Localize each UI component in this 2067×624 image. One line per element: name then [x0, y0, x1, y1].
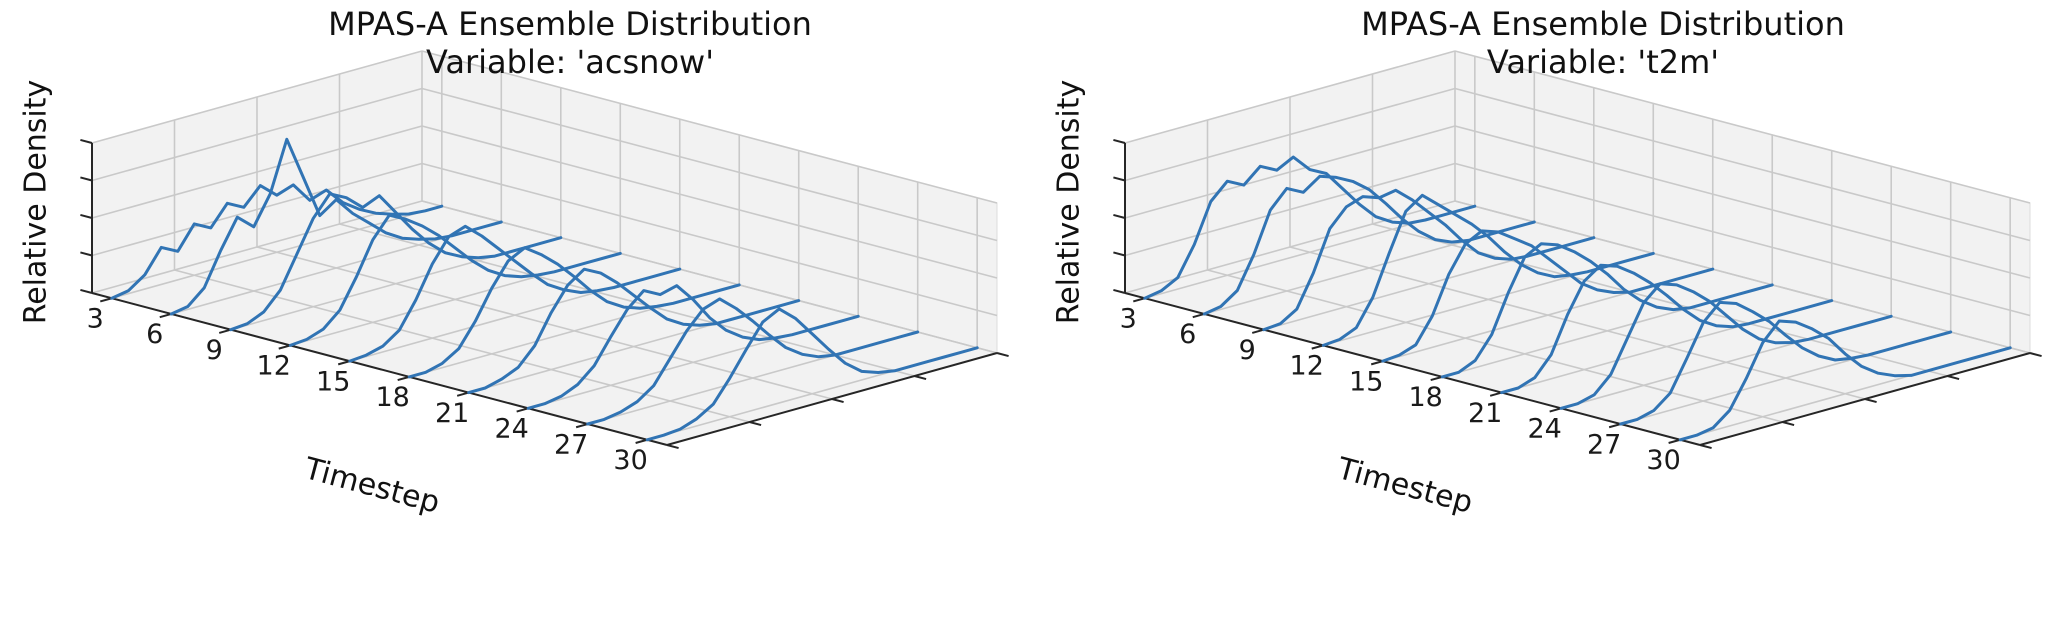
x-tick-label: 18: [376, 382, 410, 413]
x-tick-label: 21: [1468, 398, 1502, 429]
density-curve-t15: [348, 224, 682, 363]
x-tick-label: 30: [613, 445, 647, 476]
x-tick-label: 6: [146, 319, 163, 350]
plot-canvas-acsnow: 3 6 9 12 15 18 21 24 27 30: [80, 50, 1009, 476]
density-curve-t21: [1500, 263, 1834, 395]
chart-subtitle: Variable: 't2m': [1486, 42, 1720, 81]
chart-title: MPAS-A Ensemble Distribution Variable: '…: [110, 5, 1030, 82]
density-curve-t3: [110, 183, 444, 300]
density-curve-t3: [1143, 155, 1477, 300]
panel-acsnow: 3 6 9 12 15 18 21 24 27 30 MPAS-A Ensemble Distri…: [0, 0, 1033, 624]
density-curve-t24: [526, 284, 860, 410]
chart-subtitle: Variable: 'acsnow': [425, 42, 714, 81]
x-tick-label: 27: [554, 429, 588, 460]
x-tick-label: 9: [206, 335, 223, 366]
density-curve-t27: [1619, 300, 1953, 426]
x-tick-label: 24: [494, 414, 528, 445]
density-curve-t30: [1678, 319, 2012, 442]
x-tick-label: 21: [435, 398, 469, 429]
panel-t2m: 3 6 9 12 15 18 21 24 27 30 MPAS-A Ensemble Distri…: [1033, 0, 2066, 624]
x-tick-label: 15: [316, 366, 350, 397]
x-tick-label: 18: [1409, 382, 1443, 413]
density-curve-t24: [1559, 282, 1893, 410]
density-curve-t6: [169, 137, 503, 316]
x-tick-label: 12: [1290, 351, 1324, 382]
x-tick-label: 15: [1349, 366, 1383, 397]
x-tick-label: 3: [87, 303, 104, 334]
density-curve-t6: [1202, 174, 1536, 316]
x-tick-label: 27: [1587, 429, 1621, 460]
z-axis-label: Relative Density: [1051, 79, 1087, 325]
x-tick-label: 9: [1239, 335, 1256, 366]
x-tick-label: 12: [257, 351, 291, 382]
density-curve-t30: [645, 307, 979, 442]
z-axis-label: Relative Density: [18, 79, 54, 325]
plot-canvas-t2m: 3 6 9 12 15 18 21 24 27 30: [1113, 50, 2042, 476]
x-tick-label: 6: [1179, 319, 1196, 350]
chart-title: MPAS-A Ensemble Distribution Variable: '…: [1143, 5, 2063, 82]
x-tick-label: 24: [1527, 414, 1561, 445]
density-curve-t18: [1440, 242, 1774, 379]
density-curve-t27: [586, 297, 920, 426]
chart-title-line1: MPAS-A Ensemble Distribution: [1361, 5, 1845, 43]
chart-title-line1: MPAS-A Ensemble Distribution: [328, 5, 812, 43]
x-tick-label: 30: [1646, 445, 1680, 476]
x-tick-label: 3: [1120, 303, 1137, 334]
density-curve-t18: [407, 246, 741, 379]
